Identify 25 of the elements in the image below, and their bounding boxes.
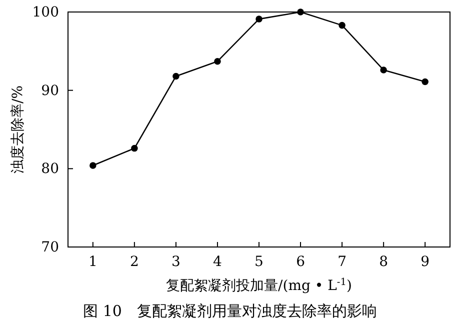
- text: 图 10 复配絮凝剂用量对浊度去除率的影响: [83, 302, 377, 320]
- x-tick-label: 7: [338, 254, 347, 270]
- x-tick-label: 4: [213, 254, 222, 270]
- y-tick-label: 100: [32, 4, 59, 20]
- x-tick-label: 3: [171, 254, 180, 270]
- point: [131, 144, 138, 152]
- x-tick-label: 5: [254, 254, 264, 270]
- point: [422, 78, 428, 86]
- x-tick-label: 1: [88, 254, 98, 270]
- point: [214, 58, 221, 65]
- y-axis-title: 浊度去除率/%: [10, 85, 26, 174]
- y-tick-label: 70: [41, 239, 59, 256]
- x-tick-label: 9: [420, 254, 430, 270]
- y-tick-label: 80: [41, 161, 59, 178]
- y-tick-label: 90: [41, 82, 59, 99]
- point: [338, 22, 346, 29]
- x-axis-title: 复配絮凝剂投加量/(mg • L$^{-1}$): [166, 276, 352, 294]
- point: [297, 8, 304, 16]
- x-tick-label: 8: [379, 254, 388, 270]
- point: [256, 16, 262, 22]
- x-tick-label: 2: [130, 254, 139, 270]
- point: [172, 72, 180, 80]
- point: [380, 66, 387, 74]
- x-tick-label: 6: [296, 254, 306, 270]
- point: [90, 162, 96, 169]
